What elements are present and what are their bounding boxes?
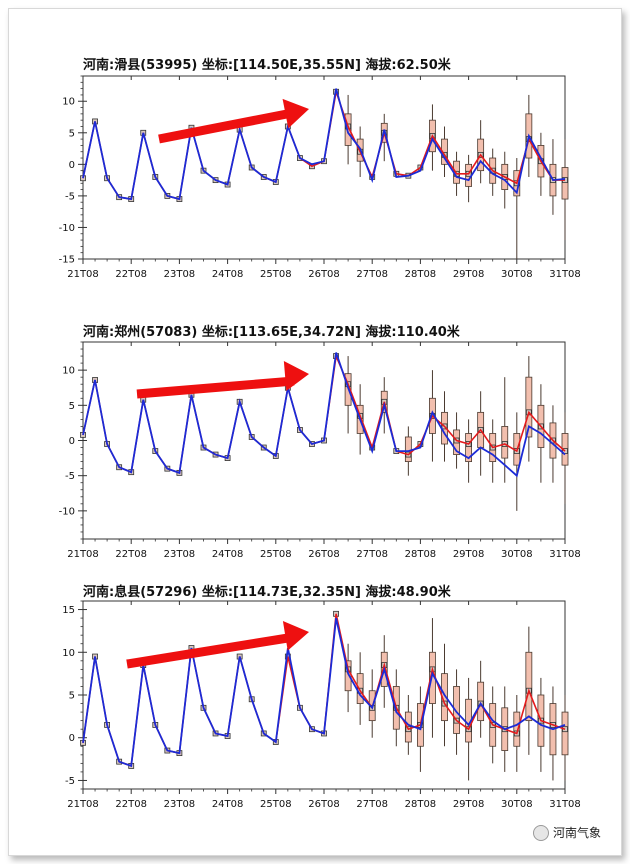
- x-tick-label: 27T08: [356, 269, 388, 280]
- series-line-blue: [82, 88, 566, 201]
- box-body: [465, 433, 473, 463]
- x-tick-label: 24T08: [212, 799, 244, 810]
- x-tick-label: 25T08: [260, 269, 292, 280]
- x-tick-label: 23T08: [164, 549, 196, 560]
- chart-svg-huaxian: -15 -10 -5 0 5 10 21T08 22T08 23T08 24T08 25T08 26T…: [59, 75, 581, 280]
- box-body: [525, 651, 533, 722]
- box-body: [453, 686, 460, 734]
- x-tick-label: 29T08: [453, 549, 485, 560]
- box-body: [525, 376, 533, 438]
- trend-arrow-shaft: [158, 108, 293, 144]
- x-tick-label: 23T08: [164, 799, 196, 810]
- wechat-icon: [532, 824, 549, 841]
- chart-svg-zhengzhou: -10 -5 0 5 10 21T08 22T08 23T08 24T08 25T08 26T08 2…: [59, 341, 581, 560]
- y-tick-label: 10: [62, 97, 75, 108]
- y-tick-label: 0: [69, 733, 75, 744]
- chart-title: 河南:郑州(57083) 坐标:[113.65E,34.72N] 海拔:110.…: [83, 325, 460, 340]
- x-tick-label: 21T08: [67, 269, 99, 280]
- y-tick-label: -5: [65, 191, 75, 202]
- y-tick-label: 5: [69, 401, 75, 412]
- series-line-blue: [82, 352, 566, 478]
- x-tick-label: 31T08: [549, 549, 581, 560]
- x-tick-label: 23T08: [164, 269, 196, 280]
- x-tick-label: 22T08: [115, 269, 147, 280]
- x-tick-label: 31T08: [549, 269, 581, 280]
- watermark-text: 河南气象: [552, 826, 601, 840]
- trend-arrow-shaft: [126, 632, 295, 669]
- x-tick-label: 26T08: [308, 269, 340, 280]
- x-tick-label: 24T08: [212, 549, 244, 560]
- x-tick-label: 29T08: [453, 269, 485, 280]
- y-tick-label: 0: [69, 160, 75, 171]
- x-tick-label: 26T08: [308, 549, 340, 560]
- x-tick-label: 24T08: [212, 269, 244, 280]
- x-tick-label: 28T08: [405, 269, 437, 280]
- y-tick-label: -10: [59, 506, 75, 517]
- x-tick-label: 25T08: [260, 799, 292, 810]
- x-tick-label: 21T08: [67, 799, 99, 810]
- x-tick-label: 22T08: [115, 799, 147, 810]
- chart-title: 河南:滑县(53995) 坐标:[114.50E,35.55N] 海拔:62.5…: [83, 58, 451, 73]
- x-tick-label: 27T08: [356, 799, 388, 810]
- chart-svg-xixian: -5 0 5 10 15 21T08 22T08 23T08 24T08 25T08 26T08 27…: [62, 600, 581, 810]
- x-tick-label: 30T08: [501, 799, 533, 810]
- y-tick-label: -5: [65, 776, 75, 787]
- figure-frame: 河南:滑县(53995) 坐标:[114.50E,35.55N] 海拔:62.5…: [8, 8, 622, 856]
- box-body: [561, 167, 569, 200]
- watermark: 河南气象: [532, 824, 601, 841]
- trend-arrow-head: [282, 621, 309, 651]
- chart-title: 河南:息县(57296) 坐标:[114.73E,32.35N] 海拔:48.9…: [83, 585, 451, 600]
- box-body: [561, 711, 569, 756]
- x-tick-label: 28T08: [405, 799, 437, 810]
- series-line-blue: [82, 617, 566, 768]
- trend-arrow-shaft: [136, 376, 295, 399]
- x-tick-label: 21T08: [67, 549, 99, 560]
- x-tick-label: 25T08: [260, 549, 292, 560]
- x-tick-label: 26T08: [308, 799, 340, 810]
- y-tick-label: 5: [69, 691, 75, 702]
- y-tick-label: -15: [59, 255, 75, 266]
- y-tick-label: 10: [62, 648, 75, 659]
- x-tick-label: 31T08: [549, 799, 581, 810]
- x-tick-label: 30T08: [501, 269, 533, 280]
- x-tick-label: 27T08: [356, 549, 388, 560]
- trend-arrow-head: [282, 98, 309, 129]
- x-tick-label: 29T08: [453, 799, 485, 810]
- x-tick-label: 28T08: [405, 549, 437, 560]
- x-tick-label: 22T08: [115, 549, 147, 560]
- trend-arrow-head: [283, 361, 309, 391]
- y-tick-label: 10: [62, 366, 75, 377]
- x-tick-label: 30T08: [501, 549, 533, 560]
- box-body: [513, 711, 521, 747]
- y-tick-label: -10: [59, 223, 75, 234]
- y-tick-label: 0: [69, 436, 75, 447]
- y-tick-label: 5: [69, 128, 75, 139]
- y-tick-label: -5: [65, 471, 75, 482]
- y-tick-label: 15: [62, 605, 75, 616]
